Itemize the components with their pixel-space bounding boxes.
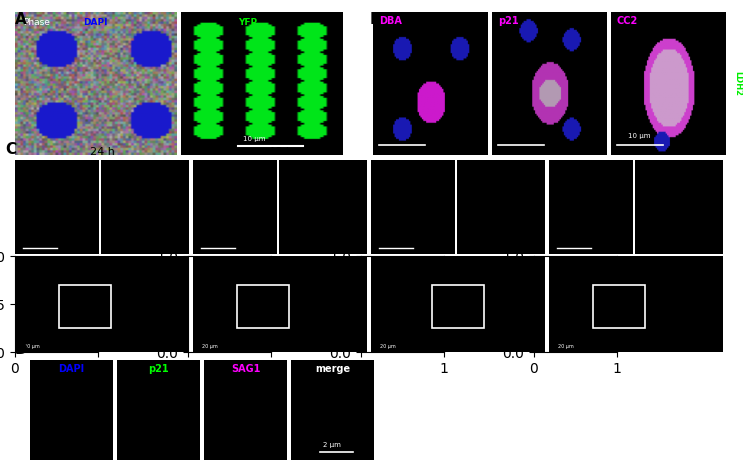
Text: LDH2: LDH2 (733, 71, 742, 96)
Text: D: D (15, 342, 27, 357)
Text: p21: p21 (148, 364, 169, 374)
Text: YFP: YFP (238, 18, 257, 27)
Text: DAPI: DAPI (740, 72, 743, 95)
Text: 20 μm: 20 μm (24, 344, 39, 349)
Bar (592, 285, 645, 328)
Text: DAPI: DAPI (59, 364, 85, 374)
Text: C: C (5, 142, 16, 157)
Text: B: B (370, 12, 382, 27)
Text: 96 h: 96 h (623, 147, 649, 157)
Text: DBA: DBA (379, 16, 402, 26)
Text: DAPI: DAPI (83, 18, 108, 27)
Text: 48 h: 48 h (267, 147, 293, 157)
Bar (432, 285, 484, 328)
Text: 20 μm: 20 μm (201, 344, 218, 349)
Text: merge: merge (315, 364, 350, 374)
Text: 10 μm: 10 μm (242, 136, 265, 142)
Text: 72 h: 72 h (446, 147, 470, 157)
Text: 20 μm: 20 μm (558, 344, 574, 349)
Text: 20 μm: 20 μm (380, 344, 395, 349)
Bar (59, 285, 111, 328)
Text: SAG1: SAG1 (231, 364, 260, 374)
Text: Phase: Phase (23, 18, 50, 27)
Text: 2 μm: 2 μm (322, 442, 340, 448)
Text: A: A (15, 12, 27, 27)
Bar (236, 285, 289, 328)
Text: CC2: CC2 (617, 16, 638, 26)
Text: 24 h: 24 h (90, 147, 114, 157)
Text: p21: p21 (498, 16, 519, 26)
Text: 10 μm: 10 μm (629, 133, 651, 139)
